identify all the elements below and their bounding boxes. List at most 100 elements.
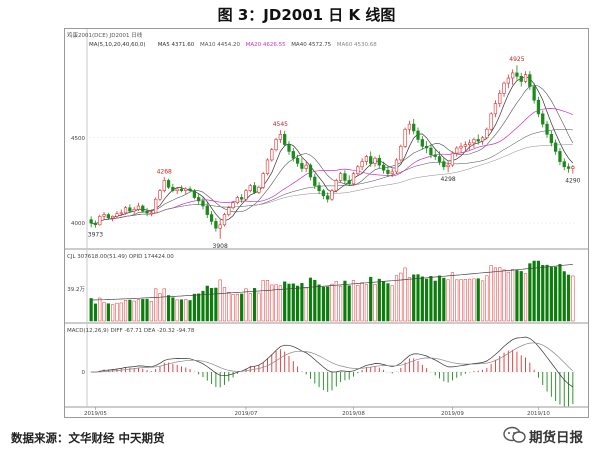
candle-down xyxy=(549,134,553,144)
source-note: 数据来源：文华财经 中天期货 xyxy=(11,431,165,445)
volume-bar xyxy=(179,299,184,322)
candle-up xyxy=(472,139,476,144)
volume-bar xyxy=(515,270,519,322)
date-tick-label: 2019/07 xyxy=(235,411,258,417)
volume-bar xyxy=(343,280,347,322)
volume-bar xyxy=(321,286,325,322)
candle-up xyxy=(489,113,493,130)
volume-bar xyxy=(231,294,235,322)
candle-down xyxy=(201,200,205,207)
volume-bar xyxy=(308,277,313,322)
candle-down xyxy=(416,130,420,140)
price-panel-header: 鸡蛋2001(DCE) JD2001 日线 xyxy=(67,31,143,39)
volume-bar xyxy=(222,287,227,322)
candle-up xyxy=(231,202,235,209)
volume-bar xyxy=(498,267,502,322)
candle-down xyxy=(386,169,390,174)
volume-bar xyxy=(188,300,192,322)
open-interest-line xyxy=(91,264,573,301)
candle-down xyxy=(420,139,424,147)
candle-down xyxy=(541,113,545,125)
candle-up xyxy=(571,166,575,169)
volume-bar xyxy=(270,284,274,322)
volume-bar xyxy=(162,288,166,322)
volume-bar xyxy=(364,284,368,322)
volume-bar xyxy=(394,275,399,322)
volume-bar xyxy=(317,284,321,322)
volume-bar xyxy=(253,288,257,322)
candle-up xyxy=(115,213,119,217)
candle-up xyxy=(390,171,394,174)
candle-down xyxy=(93,222,98,226)
candle-down xyxy=(291,151,295,159)
volume-bar xyxy=(209,287,214,322)
candle-up xyxy=(394,159,399,173)
volume-bar xyxy=(248,293,252,322)
candle-up xyxy=(154,198,158,214)
kline-chart: 鸡蛋2001(DCE) JD2001 日线 MA(5,10,20,40,60,0)… xyxy=(65,29,588,417)
volume-bar xyxy=(304,287,308,322)
candle-up xyxy=(304,164,308,169)
volume-bar xyxy=(132,300,136,322)
volume-bar xyxy=(106,303,110,322)
candle-up xyxy=(222,214,227,226)
candle-up xyxy=(463,144,467,147)
candle-up xyxy=(506,77,510,84)
macd-tick-label: 0 xyxy=(82,370,86,376)
candle-down xyxy=(536,99,541,115)
volume-bar xyxy=(528,263,532,322)
volume-bar xyxy=(433,280,437,322)
macd-panel-header: MACD(12,26,9) DIFF -67.71 DEA -20.32 -94… xyxy=(67,328,195,334)
candle-up xyxy=(502,82,506,94)
volume-bar xyxy=(416,274,420,322)
volume-bar xyxy=(523,273,528,322)
volume-bar xyxy=(502,269,506,322)
candle-up xyxy=(480,137,485,142)
volume-bar xyxy=(455,279,459,322)
candle-down xyxy=(424,145,429,149)
candle-down xyxy=(205,205,209,215)
volume-bar xyxy=(566,274,571,322)
volume-bar xyxy=(214,287,218,322)
volume-bar xyxy=(519,271,523,322)
candle-down xyxy=(145,210,149,214)
candle-down xyxy=(566,166,571,169)
price-panel: 鸡蛋2001(DCE) JD2001 日线 MA(5,10,20,40,60,0)… xyxy=(67,31,581,250)
volume-bar xyxy=(111,304,115,322)
candle-down xyxy=(433,154,437,157)
candle-up xyxy=(257,186,261,193)
volume-bar xyxy=(136,299,141,322)
candle-down xyxy=(209,214,214,222)
volume-bar xyxy=(399,272,403,322)
candle-up xyxy=(338,173,343,181)
volume-bar xyxy=(201,290,205,322)
candle-up xyxy=(351,173,356,185)
grid-layer xyxy=(65,29,588,408)
candle-down xyxy=(287,144,291,152)
macd-dea-line xyxy=(91,342,574,373)
volume-bar xyxy=(468,278,472,322)
candle-up xyxy=(373,157,377,164)
candle-up xyxy=(511,72,515,79)
volume-bar xyxy=(227,291,231,322)
price-annotation: 4268 xyxy=(157,168,172,175)
price-tick-label: 4000 xyxy=(71,221,85,227)
volume-bar xyxy=(472,278,476,322)
volume-bar xyxy=(296,285,300,322)
candle-down xyxy=(554,142,558,152)
volume-bar xyxy=(313,279,317,322)
candle-down xyxy=(369,156,373,164)
candle-down xyxy=(128,207,132,212)
candle-up xyxy=(175,188,179,191)
volume-bar xyxy=(373,284,377,322)
ma10-line xyxy=(91,84,574,225)
candle-down xyxy=(326,195,330,200)
ma-legend-item: MA(5,10,20,40,60,0) xyxy=(89,42,146,48)
price-annotation: 3908 xyxy=(213,243,228,250)
volume-bar xyxy=(536,260,541,322)
candle-up xyxy=(360,161,364,168)
date-tick-label: 2019/05 xyxy=(84,411,107,417)
volume-bar xyxy=(420,276,424,322)
volume-bar xyxy=(480,280,485,322)
candle-up xyxy=(523,74,528,82)
